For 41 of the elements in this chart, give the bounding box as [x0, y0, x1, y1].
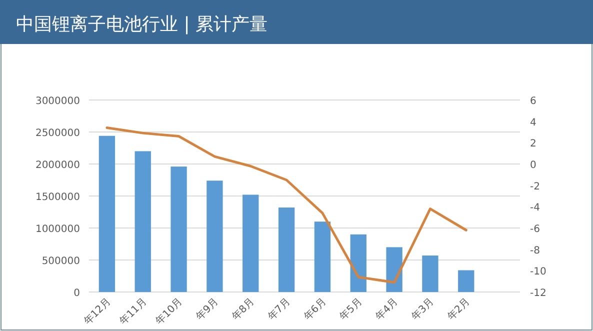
y-tick-label: 1000000	[35, 224, 80, 235]
y2-tick-label: -2	[530, 181, 540, 192]
bar	[242, 194, 259, 292]
bar	[458, 270, 474, 292]
bar	[206, 180, 223, 292]
y2-tick-label: 4	[530, 117, 536, 128]
x-tick-label: 年12月	[81, 296, 114, 328]
x-tick-label: 年3月	[409, 296, 436, 323]
bar	[350, 234, 366, 292]
x-tick-label: 年9月	[194, 296, 221, 323]
x-tick-label: 年2月	[445, 296, 472, 323]
x-tick-label: 年11月	[117, 296, 149, 328]
bar	[278, 208, 295, 292]
y2-tick-label: -6	[530, 224, 540, 235]
x-tick-label: 年7月	[266, 296, 293, 323]
line-series	[106, 126, 468, 284]
bar	[170, 166, 187, 292]
x-tick-label: 年10月	[153, 296, 185, 328]
y2-tick-label: -10	[530, 266, 546, 278]
bar	[98, 136, 116, 292]
x-tick-label: 年4月	[373, 296, 400, 323]
y2-tick-label: 0	[530, 160, 536, 171]
y-tick-label: 1500000	[35, 192, 80, 203]
y-tick-label: 2000000	[35, 160, 80, 171]
y-tick-label: 500000	[42, 256, 80, 267]
bar	[134, 151, 151, 292]
y-tick-label: 0	[74, 288, 80, 299]
y-tick-label: 2500000	[35, 128, 80, 139]
x-tick-label: 年8月	[230, 296, 257, 323]
x-tick-label: 年5月	[337, 296, 364, 323]
y2-tick-label: 6	[530, 96, 536, 107]
y2-tick-label: -12	[530, 288, 546, 299]
y-tick-label: 3000000	[35, 96, 80, 107]
bar	[314, 222, 331, 292]
y2-tick-label: -4	[530, 202, 540, 214]
y2-tick-label: 2	[530, 138, 536, 150]
y2-tick-label: -8	[530, 245, 540, 256]
bar	[386, 247, 402, 292]
bar	[422, 256, 438, 292]
x-tick-label: 年6月	[301, 296, 329, 323]
chart-title: 中国锂离子电池行业 | 累计产量	[16, 14, 268, 35]
